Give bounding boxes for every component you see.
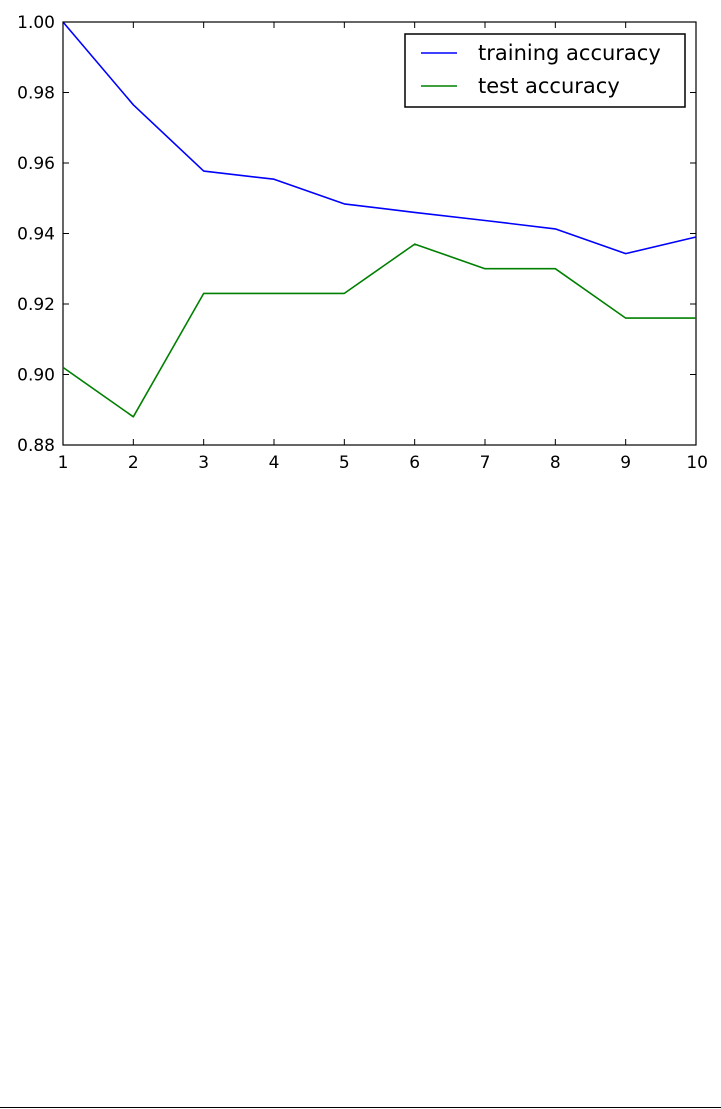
x-tick-label: 1 <box>58 453 69 473</box>
x-tick-label: 9 <box>620 453 631 473</box>
x-tick-label: 8 <box>550 453 561 473</box>
y-tick-label: 0.92 <box>17 295 55 315</box>
series-line-test-accuracy <box>62 243 696 418</box>
x-tick-label: 5 <box>339 453 350 473</box>
y-tick-label: 0.90 <box>17 366 55 386</box>
y-tick-label: 0.88 <box>17 436 55 456</box>
x-axis: 1 2 3 4 5 6 7 8 9 10 <box>58 22 708 473</box>
x-tick-label: 6 <box>409 453 420 473</box>
y-tick-label: 1.00 <box>17 13 55 33</box>
series-line-training-accuracy <box>62 21 697 255</box>
x-tick-label: 10 <box>686 453 708 473</box>
legend-label: test accuracy <box>478 74 620 98</box>
x-tick-label: 3 <box>198 453 209 473</box>
series-layer <box>62 21 697 418</box>
legend: training accuracy test accuracy <box>404 33 686 108</box>
x-tick-label: 2 <box>128 453 139 473</box>
x-tick-label: 4 <box>269 453 280 473</box>
y-tick-label: 0.98 <box>17 84 55 104</box>
y-tick-label: 0.96 <box>17 154 55 174</box>
x-tick-label: 7 <box>480 453 491 473</box>
y-axis: 0.88 0.90 0.92 0.94 0.96 0.98 1.00 <box>17 13 696 456</box>
legend-label: training accuracy <box>478 41 661 65</box>
legend-box <box>404 33 686 108</box>
y-tick-label: 0.94 <box>17 225 55 245</box>
